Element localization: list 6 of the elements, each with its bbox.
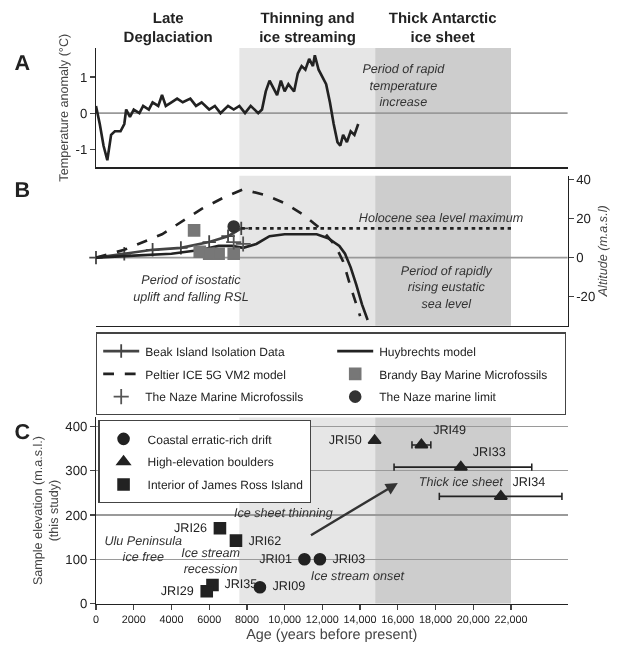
text: B xyxy=(14,178,31,203)
band-label: Thick Antarctic ice sheet xyxy=(388,8,497,47)
band-label: Thinning and ice streaming xyxy=(259,8,357,47)
text: Late Deglaciation xyxy=(123,8,214,47)
text: C xyxy=(14,421,31,446)
text: A xyxy=(14,51,31,76)
